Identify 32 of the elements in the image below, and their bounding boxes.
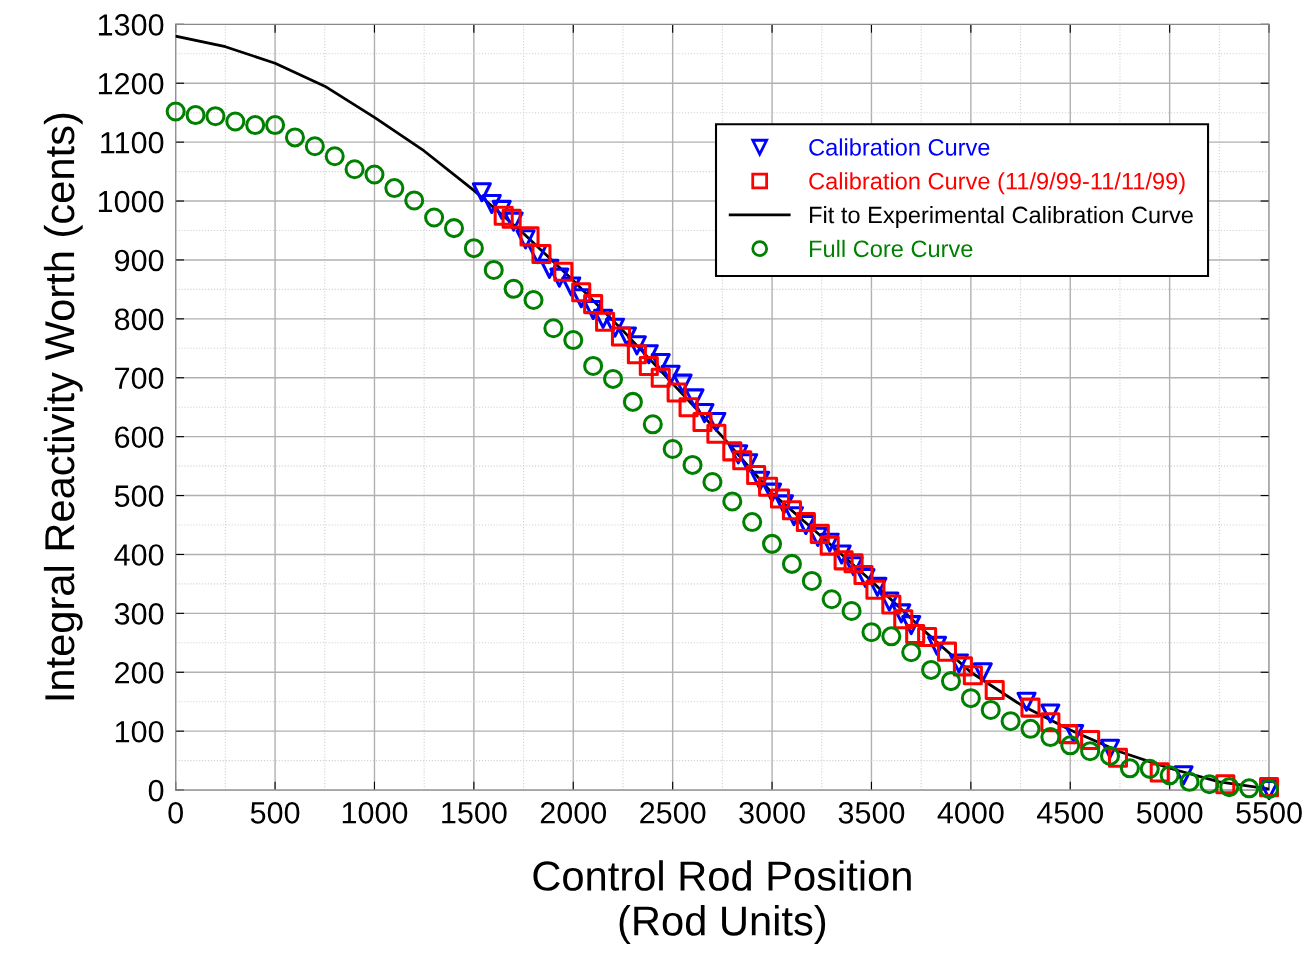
legend-label: Calibration Curve bbox=[809, 138, 990, 156]
y-tick-label: 0 bbox=[148, 779, 164, 802]
y-tick-label: 200 bbox=[115, 662, 164, 684]
y-tick-label: 1300 bbox=[98, 14, 164, 36]
y-tick-label: 800 bbox=[114, 308, 164, 331]
x-tick-label: 5500 bbox=[1236, 801, 1302, 824]
x-tick-label: 5000 bbox=[1136, 801, 1203, 824]
y-tick-label: 300 bbox=[114, 603, 164, 625]
x-tick-label: 2500 bbox=[640, 801, 706, 824]
x-tick-label: 0 bbox=[168, 801, 183, 824]
x-tick-label: 3000 bbox=[739, 801, 805, 824]
y-tick-label: 100 bbox=[115, 720, 164, 743]
x-tick-label: 3500 bbox=[838, 801, 905, 824]
x-axis-title: Control Rod Position (Rod Units) bbox=[533, 860, 911, 944]
y-tick-label: 700 bbox=[115, 367, 164, 390]
x-tick-label: 500 bbox=[250, 801, 300, 824]
legend-label: Calibration Curve (11/9/99-11/11/99) bbox=[809, 172, 1185, 195]
y-tick-label: 500 bbox=[114, 485, 164, 507]
y-tick-label: 1200 bbox=[98, 72, 164, 95]
y-tick-label: 600 bbox=[115, 426, 164, 449]
y-tick-label: 1000 bbox=[98, 190, 164, 213]
y-tick-label: 900 bbox=[115, 249, 164, 272]
x-tick-label: 1000 bbox=[342, 801, 408, 824]
legend-label: Fit to Experimental Calibration Curve bbox=[810, 205, 1193, 228]
y-tick-label: 1100 bbox=[101, 131, 164, 154]
x-tick-label: 1500 bbox=[442, 801, 507, 824]
y-axis-title: Integral Reactivity Worth (cents) bbox=[43, 113, 83, 700]
x-tick-label: 4000 bbox=[937, 801, 1004, 824]
x-tick-label: 2000 bbox=[540, 801, 607, 824]
x-tick-label: 4500 bbox=[1036, 801, 1104, 824]
y-tick-label: 400 bbox=[114, 544, 164, 566]
legend-label: Full Core Curve bbox=[810, 239, 973, 258]
